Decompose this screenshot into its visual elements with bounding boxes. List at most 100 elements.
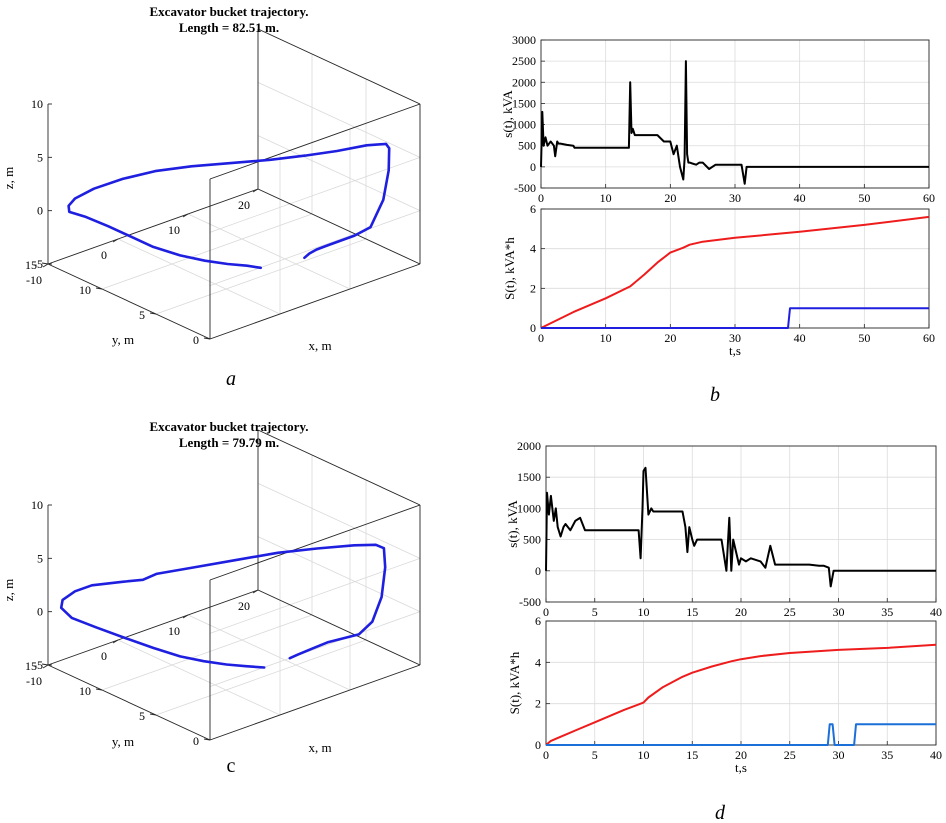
- y-tick: [95, 287, 103, 290]
- series-line: [540, 215, 930, 329]
- z-tick-label: 10: [31, 97, 43, 111]
- y-tick-label: 10: [79, 283, 91, 297]
- axis-box-edge: [47, 589, 259, 666]
- z-tick-label: 0: [37, 605, 43, 619]
- y-tick-label: 0: [530, 321, 536, 335]
- y-tick-label: 1000: [512, 118, 536, 132]
- gridline: [155, 639, 367, 716]
- x-tick-label: 30: [729, 191, 741, 205]
- y-axis-label: s(t), kVA: [500, 90, 515, 138]
- x-tick-label: 10: [168, 624, 180, 638]
- axis-box-edge: [257, 589, 421, 666]
- x-tick-label: 40: [794, 331, 806, 345]
- x-tick-label: 5: [592, 748, 598, 762]
- x-tick: [42, 263, 49, 268]
- y-tick: [203, 738, 211, 741]
- gridline: [209, 156, 421, 233]
- x-tick-label: 30: [833, 748, 845, 762]
- x-tick-label: 40: [794, 191, 806, 205]
- chart-subtitle: Length = 82.51 m.: [179, 20, 279, 35]
- gridline: [209, 611, 421, 688]
- series-line: [541, 307, 929, 329]
- trajectory-series-line: [67, 142, 391, 270]
- axis-box-edge: [257, 188, 421, 265]
- caption-b: b: [710, 384, 720, 406]
- x-tick-label: 30: [833, 605, 845, 619]
- gridline: [155, 238, 367, 315]
- y-tick-label: 0: [530, 160, 536, 174]
- x-tick-label: 35: [881, 748, 893, 762]
- z-tick-label: 5: [37, 551, 43, 565]
- axis-box-edge: [209, 103, 421, 180]
- gridline: [101, 213, 313, 290]
- x-tick: [42, 664, 49, 669]
- y-tick-label: 10: [79, 684, 91, 698]
- x-tick-label: 0: [101, 248, 107, 262]
- x-tick: [182, 213, 189, 218]
- panel-d-power-chart: 0 5 10 15 20 25 30 35 40-5000500100015002000s(t)…: [505, 439, 942, 775]
- x-tick-label: 15: [686, 748, 698, 762]
- caption-a: a: [226, 368, 236, 390]
- panel-a-3d-trajectory-chart: -10 0 10 20 0 5 10 15-5 0 5 10 x, m y, m z, m Excavato…: [1, 4, 421, 353]
- axis-box-edge: [47, 188, 259, 265]
- y-tick-label: 0: [535, 738, 541, 752]
- x-tick-label: 20: [238, 599, 250, 613]
- axis-box-edge: [209, 263, 421, 340]
- x-axis-label: x, m: [308, 740, 331, 755]
- x-tick-label: 25: [784, 748, 796, 762]
- x-tick-label: 20: [664, 331, 676, 345]
- y-tick: [149, 312, 157, 315]
- y-tick: [41, 663, 49, 666]
- gridline: [117, 639, 281, 716]
- plot-frame: [540, 39, 930, 189]
- y-axis-label: S(t), kVA*h: [507, 651, 522, 714]
- y-tick-label: 1500: [517, 470, 541, 484]
- z-axis-label: z, m: [1, 167, 16, 189]
- y-tick-label: 500: [518, 139, 536, 153]
- z-tick-label: -5: [33, 257, 43, 271]
- x-tick: [182, 614, 189, 619]
- gridline: [257, 482, 421, 559]
- y-tick: [95, 688, 103, 691]
- gridline: [257, 536, 421, 613]
- y-tick-label: -500: [519, 595, 541, 609]
- x-axis-label: t,s: [735, 760, 747, 775]
- x-tick-label: -10: [26, 674, 42, 688]
- y-tick-label: 1000: [517, 501, 541, 515]
- x-tick-label: 0: [538, 331, 544, 345]
- y-tick-label: 2500: [512, 54, 536, 68]
- y-tick: [41, 262, 49, 265]
- z-tick-label: 5: [37, 150, 43, 164]
- series-line: [545, 466, 936, 588]
- z-tick-label: -5: [33, 658, 43, 672]
- x-tick-label: 40: [930, 748, 942, 762]
- x-tick: [252, 188, 259, 193]
- x-tick-label: 10: [600, 191, 612, 205]
- y-tick-label: 2: [530, 281, 536, 295]
- y-tick-label: 500: [523, 533, 541, 547]
- gridline: [117, 238, 281, 315]
- x-tick-label: 0: [538, 191, 544, 205]
- series-line: [540, 60, 929, 185]
- gridline: [187, 614, 351, 691]
- gridline: [209, 210, 421, 287]
- y-axis-label: y, m: [112, 332, 134, 347]
- x-tick: [112, 639, 119, 644]
- axis-box-edge: [209, 504, 421, 581]
- y-tick-label: 2: [535, 697, 541, 711]
- y-tick-label: 0: [193, 734, 199, 748]
- y-tick-label: 0: [193, 333, 199, 347]
- x-tick-label: 10: [638, 748, 650, 762]
- y-tick-label: -500: [514, 181, 536, 195]
- x-tick-label: 60: [923, 191, 935, 205]
- y-axis-label: y, m: [112, 734, 134, 749]
- y-tick-label: 4: [535, 655, 541, 669]
- y-axis-label: s(t), kVA: [505, 500, 520, 548]
- series-line: [546, 723, 936, 746]
- x-axis-label: x, m: [308, 338, 331, 353]
- y-tick-label: 2000: [512, 75, 536, 89]
- gridline: [257, 81, 421, 158]
- axis-box-edge: [257, 28, 421, 105]
- chart-title: Excavator bucket trajectory.: [150, 419, 309, 434]
- y-tick-label: 0: [535, 564, 541, 578]
